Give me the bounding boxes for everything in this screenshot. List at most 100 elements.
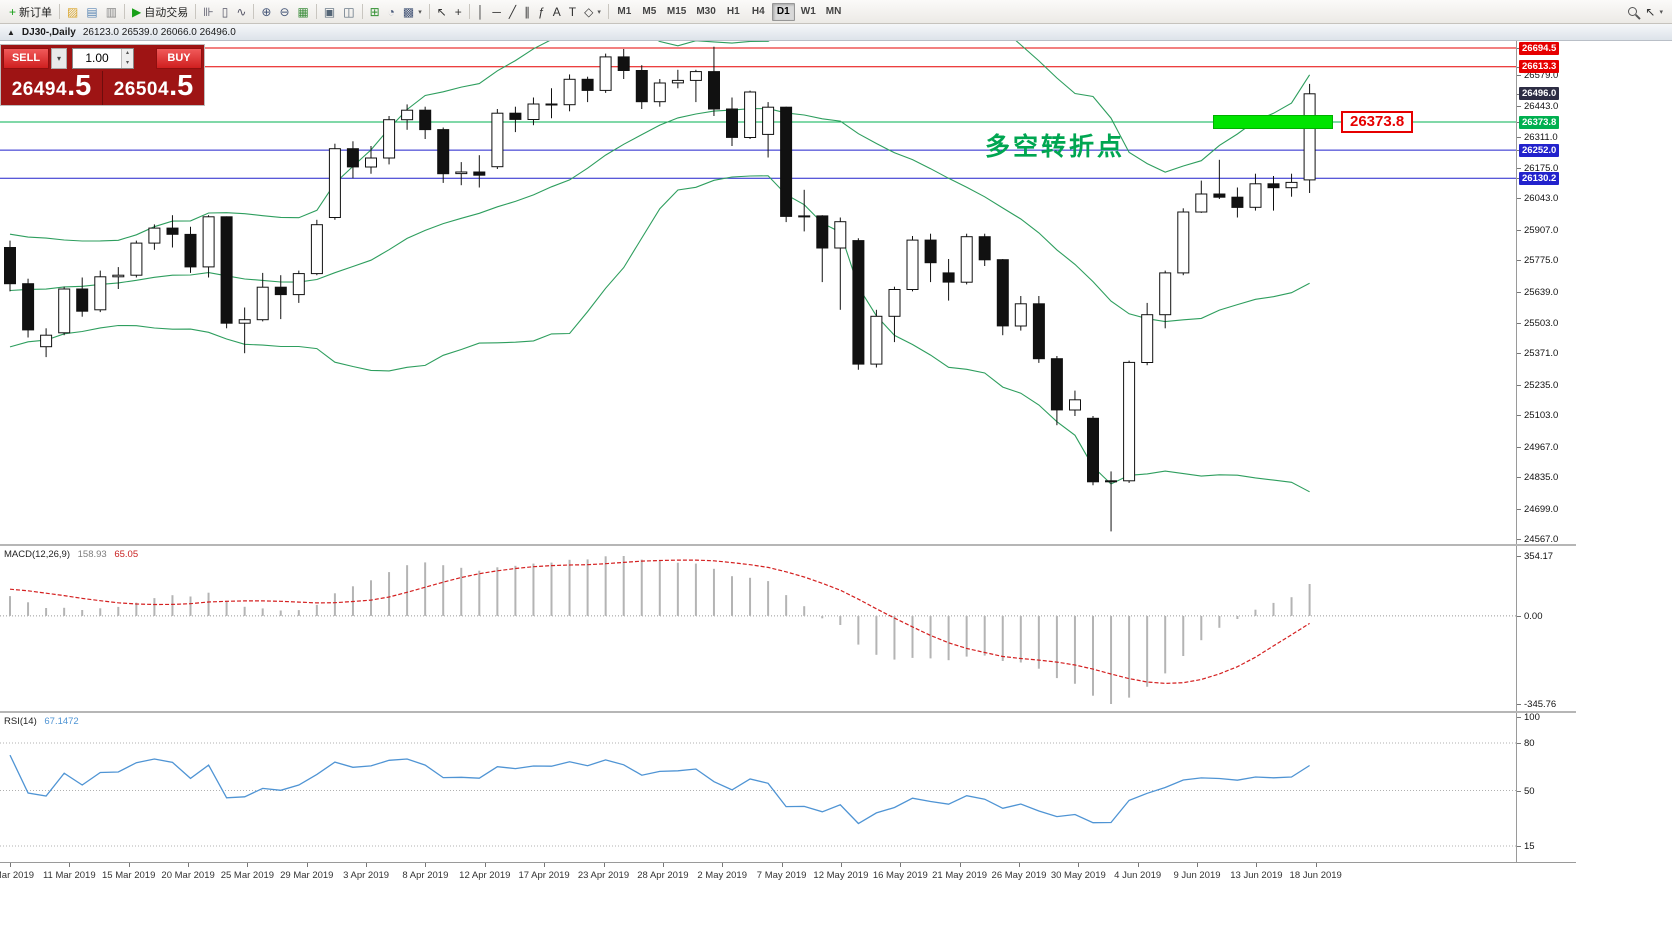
fibonacci-button[interactable]: ƒ	[534, 2, 549, 22]
date-label: 15 Mar 2019	[102, 870, 156, 881]
cascade-windows-button[interactable]: ◫	[339, 2, 358, 22]
chart-title-bar: ▲ DJ30-,Daily 26123.0 26539.0 26066.0 26…	[0, 24, 1672, 41]
panel-separator[interactable]	[0, 544, 1576, 546]
timeframe-h1-button[interactable]: H1	[726, 6, 740, 17]
channel-button[interactable]: ∥	[520, 2, 534, 22]
data-window-button[interactable]: ▥	[102, 2, 121, 22]
buy-price-main: 26504	[113, 79, 170, 100]
axis-tick	[1517, 353, 1521, 355]
buy-button[interactable]: BUY	[156, 47, 202, 69]
date-tick	[840, 863, 842, 867]
rsi-scale-label: 50	[1524, 785, 1535, 797]
highlight-rectangle[interactable]	[1213, 115, 1333, 129]
date-label: 25 Mar 2019	[220, 870, 275, 881]
rsi-indicator-label: RSI(14) 67.1472	[4, 716, 79, 727]
macd-indicator-label: MACD(12,26,9) 158.93 65.05	[4, 549, 138, 560]
turning-point-annotation[interactable]: 多空转折点	[985, 133, 1126, 161]
panel-separator[interactable]	[0, 711, 1576, 713]
axis-tick	[1517, 415, 1521, 417]
timeframe-m30-button[interactable]: M30	[696, 6, 716, 17]
volume-increase-button[interactable]: ▴	[122, 48, 133, 58]
date-tick	[1197, 863, 1198, 867]
date-tick	[544, 863, 546, 867]
date-tick	[1078, 863, 1080, 867]
shapes-button[interactable]: ◇ ▾	[580, 2, 605, 22]
date-label: 26 May 2019	[991, 870, 1047, 881]
tile-windows-button[interactable]: ▣	[320, 2, 339, 22]
toolbar: + 新订单 ▨ ▤ ▥ ▶ 自动交易 ⊪ ▯ ∿ ⊕ ⊖ ▦ ▣ ◫ ⊞ ◔ ▩ ▾ ↖ + │ ─ ╱ ∥ ƒ A T ◇ ▾ M1 M5 M…	[0, 0, 1672, 24]
date-label: 7 May 2019	[756, 870, 807, 881]
date-label: 16 May 2019	[872, 870, 928, 881]
text-button[interactable]: A	[549, 2, 565, 22]
macd-main-value: 158.93	[77, 549, 107, 560]
templates-button[interactable]: ▩ ▾	[399, 2, 426, 22]
date-tick	[366, 863, 368, 867]
periods-button[interactable]: ◔	[384, 2, 399, 22]
timeframe-h4-button[interactable]: H4	[751, 6, 765, 17]
axis-tick	[1517, 260, 1521, 262]
zoom-in-button[interactable]: ⊕	[257, 2, 275, 22]
bar-chart-button[interactable]: ⊪	[199, 2, 217, 22]
horizontal-line-button[interactable]: ─	[488, 2, 505, 22]
timeframe-m1-button[interactable]: M1	[617, 6, 632, 17]
chart-ohlc-values: 26123.0 26539.0 26066.0 26496.0	[82, 26, 236, 38]
grid-button[interactable]: ▦	[294, 2, 313, 22]
timeframe-w1-button[interactable]: W1	[800, 6, 816, 17]
date-tick	[722, 863, 724, 867]
cursor-button[interactable]: ↖	[433, 2, 451, 22]
date-tick	[1315, 863, 1317, 867]
price-axis-label: 26311.0	[1524, 131, 1558, 143]
profiles-button[interactable]: ▨	[63, 2, 82, 22]
date-tick	[484, 863, 486, 867]
buy-price[interactable]: 26504.5	[102, 71, 204, 105]
axis-tick	[1517, 384, 1521, 386]
volume-input[interactable]: 1.00 ▴ ▾	[72, 47, 134, 69]
candlestick-chart-button[interactable]: ▯	[218, 2, 233, 22]
pointer-button[interactable]: ↖ ▾	[1641, 2, 1667, 22]
market-watch-button[interactable]: ▤	[82, 2, 101, 22]
vertical-line-button[interactable]: │	[473, 2, 489, 22]
add-indicator-button[interactable]: ⊞	[366, 2, 384, 22]
line-chart-button[interactable]: ∿	[232, 2, 250, 22]
search-button[interactable]	[1624, 2, 1641, 22]
axis-tick	[1517, 167, 1521, 169]
macd-indicator-panel[interactable]	[0, 546, 1516, 711]
date-label: 4 Jun 2019	[1114, 870, 1162, 881]
timeframe-m15-button[interactable]: M15	[666, 6, 687, 17]
rsi-scale-label: 80	[1524, 738, 1535, 749]
price-line-badge: 26373.8	[1519, 115, 1560, 129]
chart-workspace: MACD(12,26,9) 158.93 65.05 RSI(14) 67.14…	[0, 41, 1672, 947]
axis-tick	[1517, 446, 1521, 448]
crosshair-button[interactable]: +	[451, 2, 466, 22]
timeframe-m5-button[interactable]: M5	[642, 6, 657, 17]
sell-button[interactable]: SELL	[3, 47, 49, 69]
bollinger-upper-band	[9, 41, 1311, 242]
sell-price[interactable]: 26494.5	[1, 71, 102, 105]
price-line-badge: 26496.0	[1519, 87, 1560, 101]
order-controls-row: SELL ▾ 1.00 ▴ ▾ BUY	[1, 45, 204, 71]
price-axis-label: 26579.0	[1524, 69, 1559, 81]
price-line-badge: 26613.3	[1519, 60, 1560, 74]
rsi-indicator-panel[interactable]	[0, 713, 1516, 862]
axis-tick	[1517, 477, 1521, 479]
volume-decrease-button[interactable]: ▾	[122, 58, 133, 68]
chart-symbol-timeframe: DJ30-,Daily	[21, 26, 76, 38]
autotrading-button[interactable]: ▶ 自动交易	[128, 2, 192, 22]
axis-tick	[1517, 323, 1521, 324]
timeframe-mn-button[interactable]: MN	[825, 6, 842, 17]
price-flag-label[interactable]: 26373.8	[1341, 111, 1414, 133]
text-icon: A	[552, 4, 561, 19]
label-button[interactable]: T	[565, 2, 580, 22]
date-tick	[603, 863, 605, 867]
horizontal-price-lines[interactable]	[0, 47, 1516, 179]
volume-value[interactable]: 1.00	[85, 50, 109, 65]
timeframe-d1-button[interactable]: D1	[771, 2, 795, 21]
main-price-chart[interactable]	[0, 41, 1516, 544]
chevron-down-icon: ▾	[1659, 8, 1663, 16]
new-order-button[interactable]: + 新订单	[5, 2, 56, 22]
order-type-dropdown[interactable]: ▾	[51, 47, 67, 69]
shapes-icon: ◇	[584, 4, 594, 19]
zoom-out-button[interactable]: ⊖	[275, 2, 293, 22]
trendline-button[interactable]: ╱	[505, 2, 520, 22]
bar-chart-icon: ⊪	[203, 4, 214, 19]
